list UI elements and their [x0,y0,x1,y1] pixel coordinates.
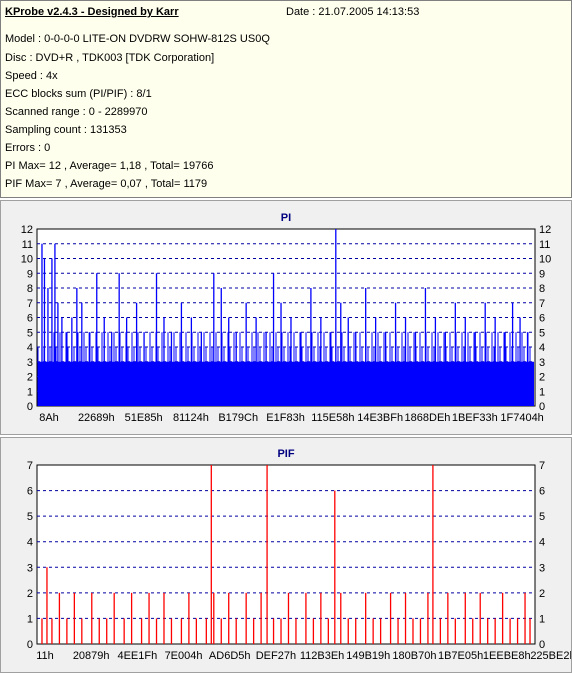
pif-ytick-label-right: 7 [539,460,545,472]
pi-stats-line: PI Max= 12 , Average= 1,18 , Total= 1976… [5,160,214,172]
pi-xtick-label: 81124h [173,412,209,424]
errors-line: Errors : 0 [5,142,51,154]
pi-xtick-label: 1868DEh [405,412,451,424]
pi-ytick-label-right: 11 [539,239,550,251]
pi-ytick-label-right: 9 [539,268,545,280]
pi-ytick-label-right: 5 [539,327,545,339]
pif-chart: PIF 0 0 1 1 2 2 3 3 4 4 5 5 6 6 7 7 11h 20879h 4EE1Fh 7E004h… [27,448,571,662]
pif-xtick-label: 112B3Eh [300,650,344,662]
pi-ytick-label-left: 11 [22,239,33,251]
pif-ytick-label-left: 5 [27,511,33,523]
speed-line: Speed : 4x [5,70,58,82]
pif-xtick-label: AD6D5h [209,650,251,662]
pif-xtick-label: 4EE1Fh [117,650,157,662]
pi-xtick-label: 115E58h [311,412,354,424]
pi-xtick-label: 51E85h [125,412,163,424]
pi-xtick-label: 14E3BFh [357,412,403,424]
pi-xtick-label: 8Ah [39,412,59,424]
pi-xtick-label: 1F7404h [500,412,543,424]
pif-ytick-label-left: 7 [27,460,33,472]
pi-ytick-label-right: 10 [539,254,551,266]
pi-ytick-label-right: 7 [539,298,545,310]
pif-xtick-label: 7E004h [165,650,203,662]
pi-ytick-label-left: 9 [27,268,33,280]
pi-ytick-label-right: 1 [539,386,545,398]
pi-ytick-label-left: 3 [27,357,33,369]
pi-ytick-label-left: 10 [21,254,33,266]
pi-ytick-label-left: 8 [27,283,33,295]
pi-xtick-label: 22689h [78,412,115,424]
pif-xtick-label: 1B7E05h [438,650,483,662]
disc-line: Disc : DVD+R , TDK003 [TDK Corporation] [5,52,215,64]
pif-xtick-label: 1EEBE8h [483,650,531,662]
pi-ytick-label-right: 3 [539,357,545,369]
pif-ytick-label-right: 3 [539,562,545,574]
pif-xtick-label: 225BE2h [530,650,571,662]
pi-ytick-label-right: 8 [539,283,545,295]
scan-date: Date : 21.07.2005 14:13:53 [286,6,420,18]
pi-chart-panel: PI 0 0 1 1 2 2 3 3 4 4 5 5 6 6 7 7 8 8 9 9 10 10 11 11 12 12 8Ah 226… [0,200,572,435]
pif-ytick-label-right: 1 [539,613,545,625]
range-line: Scanned range : 0 - 2289970 [5,106,148,118]
pif-xtick-label: 149B19h [346,650,390,662]
pi-ytick-label-left: 1 [27,386,33,398]
info-panel: KProbe v2.4.3 - Designed by Karr Date : … [0,0,572,198]
ecc-line: ECC blocks sum (PI/PIF) : 8/1 [5,88,152,100]
pi-xtick-label: E1F83h [266,412,305,424]
pif-chart-panel: PIF 0 0 1 1 2 2 3 3 4 4 5 5 6 6 7 7 11h 20879h 4EE1Fh 7E004h… [0,437,572,673]
pi-ytick-label-left: 5 [27,327,33,339]
pi-ytick-label-left: 6 [27,313,33,325]
pif-ytick-label-left: 2 [27,588,33,600]
pi-ytick-label-left: 0 [27,401,33,413]
pi-ytick-label-right: 0 [539,401,545,413]
pif-stats-line: PIF Max= 7 , Average= 0,07 , Total= 1179 [5,178,208,190]
pi-ytick-label-left: 7 [27,298,33,310]
pif-ytick-label-right: 6 [539,486,545,498]
sampling-line: Sampling count : 131353 [5,124,127,136]
pif-ytick-label-left: 3 [27,562,33,574]
pi-chart-title: PI [281,212,291,224]
pif-ytick-label-left: 0 [27,639,33,651]
app-title: KProbe v2.4.3 - Designed by Karr [5,6,179,18]
pif-ytick-label-right: 5 [539,511,545,523]
pif-ytick-label-right: 0 [539,639,545,651]
pi-ytick-label-left: 12 [21,224,33,236]
pi-ytick-label-right: 4 [539,342,545,354]
pif-xtick-label: DEF27h [256,650,296,662]
pif-ytick-label-right: 4 [539,537,545,549]
model-line: Model : 0-0-0-0 LITE-ON DVDRW SOHW-812S … [5,33,270,45]
pi-ytick-label-left: 2 [27,372,33,384]
pi-xtick-label: 1BEF33h [452,412,498,424]
pif-xtick-label: 180B70h [392,650,436,662]
pi-ytick-label-right: 12 [539,224,551,236]
pif-ytick-label-left: 4 [27,537,33,549]
pi-ytick-label-right: 6 [539,313,545,325]
pif-ytick-label-left: 6 [27,486,33,498]
pif-plot-area [36,464,536,645]
pi-ytick-label-left: 4 [27,342,33,354]
pi-ytick-label-right: 2 [539,372,545,384]
pif-xtick-label: 11h [36,650,54,662]
pi-xtick-label: B179Ch [218,412,258,424]
pif-ytick-label-left: 1 [27,613,33,625]
pif-chart-title: PIF [277,448,294,460]
pif-ytick-label-right: 2 [539,588,545,600]
pif-xtick-label: 20879h [73,650,110,662]
